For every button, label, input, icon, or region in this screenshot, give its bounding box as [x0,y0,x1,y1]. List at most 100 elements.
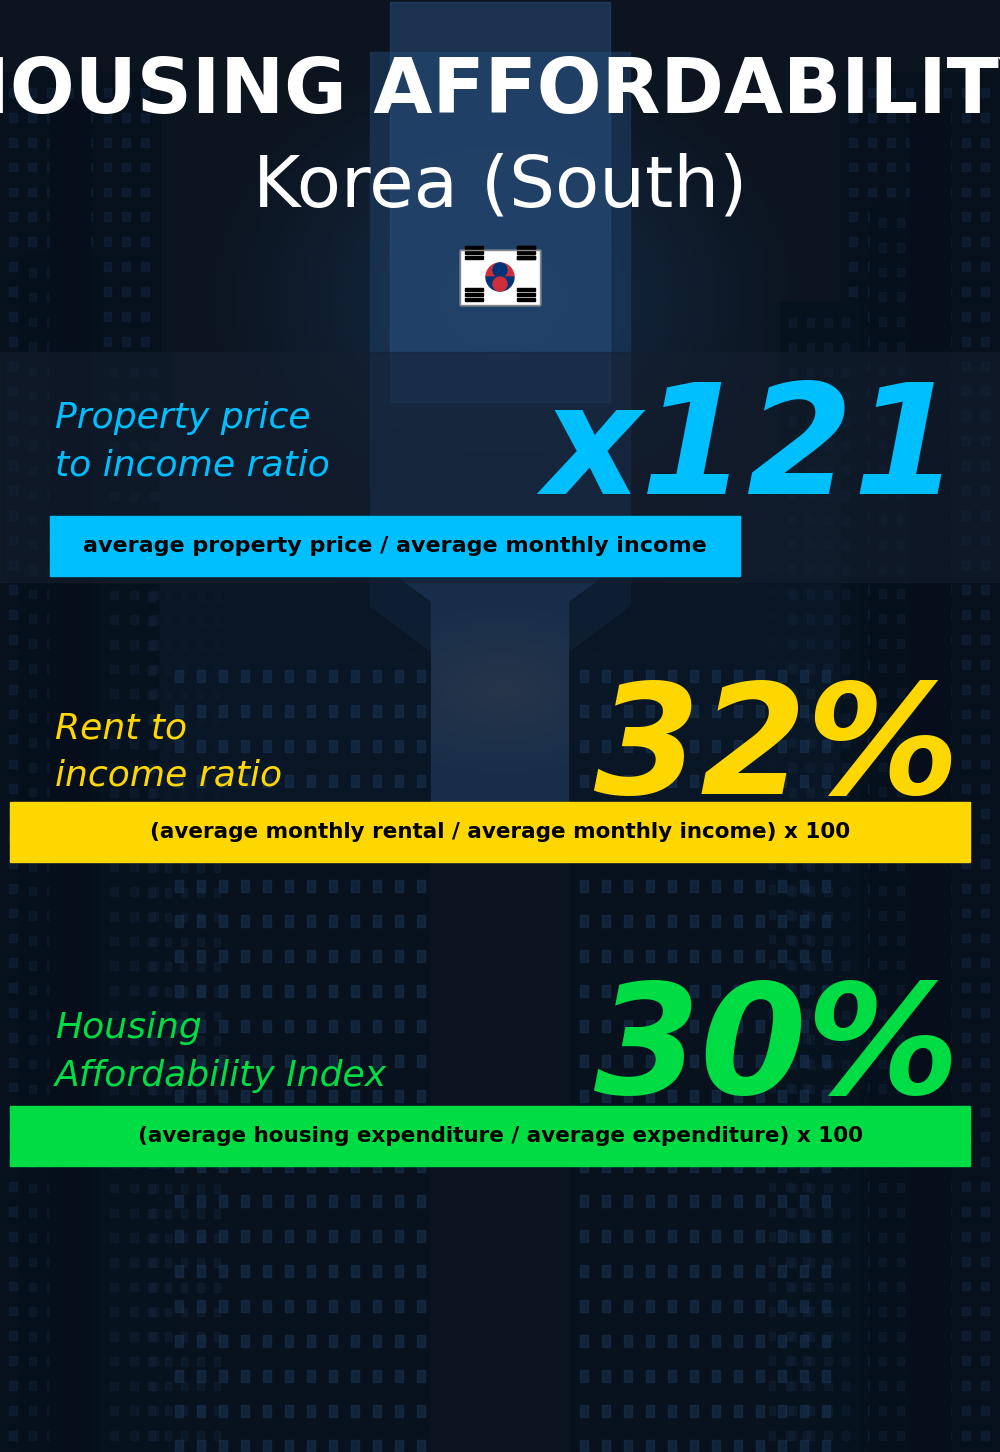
Bar [141,362,149,370]
Bar [417,880,425,892]
Bar [624,1406,632,1417]
Bar [307,1440,315,1452]
Circle shape [493,277,507,290]
Bar [122,187,130,196]
Bar [82,713,89,722]
Bar [803,810,810,819]
Bar [82,491,89,499]
Bar [150,542,158,550]
Bar [981,1356,989,1365]
Bar [807,788,814,797]
Bar [47,89,55,97]
Bar [104,1032,111,1041]
Bar [981,1083,989,1092]
Bar [897,861,904,870]
Bar [914,861,922,870]
Bar [263,1160,271,1172]
Bar [219,1125,227,1137]
Bar [197,1061,204,1070]
Bar [219,984,227,998]
Bar [906,1406,913,1414]
Bar [150,367,158,376]
Bar [47,1085,54,1093]
Bar [285,1019,293,1032]
Bar [914,1282,922,1291]
Bar [110,838,118,847]
Bar [879,341,886,350]
Bar [9,1331,17,1340]
Bar [668,1440,676,1452]
Bar [807,590,814,598]
Bar [29,1307,36,1316]
Bar [66,1307,73,1316]
Bar [849,735,857,743]
Bar [925,1356,932,1365]
Bar [925,1430,932,1439]
Bar [214,864,220,873]
Bar [29,590,36,598]
Bar [962,89,970,97]
Bar [110,739,118,748]
Bar [897,639,904,648]
Bar [66,610,73,619]
Bar [373,1160,381,1172]
Bar [868,1356,876,1365]
Bar [944,436,951,444]
Bar [906,263,913,272]
Bar [122,1108,130,1117]
Bar [824,1307,832,1316]
Bar [914,1060,922,1069]
Bar [141,486,149,495]
Bar [285,1056,293,1067]
Bar [395,950,403,963]
Bar [141,1430,149,1439]
Bar [580,1160,588,1172]
Bar [879,1381,886,1390]
Bar [9,809,17,817]
Bar [219,1371,227,1382]
Bar [219,1440,227,1452]
Bar [165,1061,171,1070]
Bar [807,367,814,376]
Bar [580,706,588,717]
Bar [85,661,92,669]
Bar [925,610,932,619]
Bar [165,790,171,799]
Bar [141,436,149,444]
Bar [807,417,814,425]
Bar [141,560,149,569]
Bar [602,984,610,998]
Bar [241,1160,249,1172]
Bar [849,486,857,495]
Bar [962,138,970,147]
Bar [47,710,55,719]
Bar [28,1207,36,1215]
Bar [849,1356,857,1365]
Bar [150,1208,158,1217]
Bar [197,1160,205,1172]
Bar [28,1307,36,1316]
Bar [906,759,913,768]
Bar [66,661,73,669]
Bar [395,1195,403,1207]
Bar [580,669,588,682]
Bar [789,1233,796,1241]
Bar [141,312,149,321]
Bar [778,1300,786,1313]
Bar [807,565,814,574]
Bar [789,392,796,401]
Bar [897,1060,904,1069]
Bar [197,1210,204,1218]
Bar [29,1208,36,1217]
Bar [789,887,796,896]
Bar [897,540,904,549]
Bar [64,466,72,475]
Bar [214,568,220,576]
Bar [465,251,483,254]
Bar [148,1012,155,1021]
Bar [47,318,54,327]
Bar [887,411,895,420]
Bar [517,256,535,258]
Bar [104,436,111,444]
Bar [807,639,814,648]
